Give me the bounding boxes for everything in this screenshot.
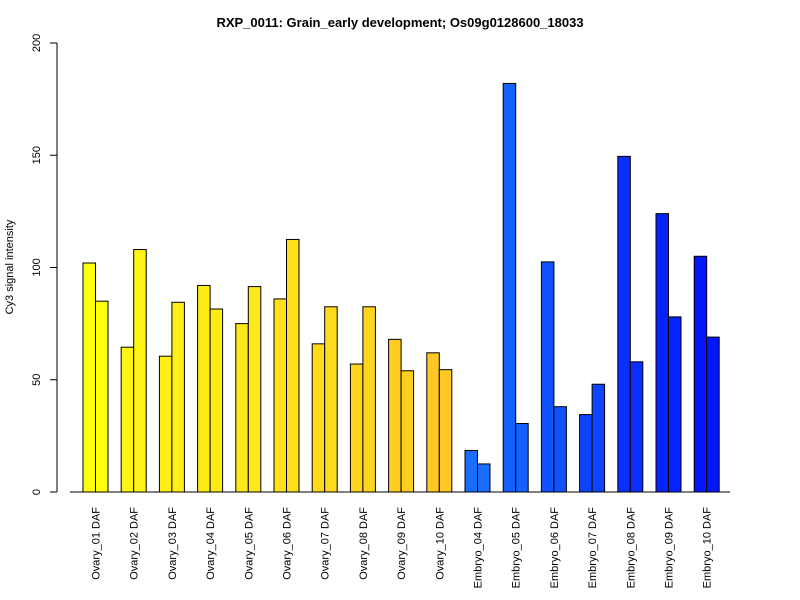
bar — [579, 414, 593, 493]
bar — [273, 298, 287, 493]
y-tick-label: 100 — [31, 258, 43, 276]
bar — [286, 238, 300, 493]
bar — [197, 284, 211, 493]
y-tick-label: 150 — [31, 146, 43, 164]
bar — [400, 370, 415, 493]
bar — [235, 323, 249, 493]
x-category-label: Ovary_10 DAF — [434, 507, 446, 580]
bar — [133, 249, 147, 493]
x-category-label: Ovary_03 DAF — [167, 507, 179, 580]
bar — [693, 255, 708, 493]
x-category-label: Embryo_05 DAF — [511, 507, 523, 589]
x-category-label: Ovary_04 DAF — [205, 507, 217, 580]
bar — [349, 363, 364, 493]
x-category-label: Embryo_06 DAF — [549, 507, 561, 589]
bar — [426, 352, 440, 493]
x-category-label: Embryo_07 DAF — [587, 507, 599, 589]
bar — [515, 423, 529, 493]
x-category-label: Embryo_10 DAF — [702, 507, 714, 589]
bar — [324, 306, 338, 493]
bar — [477, 463, 491, 493]
bar — [95, 300, 109, 493]
x-category-label: Ovary_08 DAF — [358, 507, 370, 580]
bar — [82, 262, 96, 493]
bar — [553, 406, 567, 493]
y-axis: 0 50 100 150 200 — [31, 34, 58, 495]
x-category-label: Ovary_06 DAF — [282, 507, 294, 580]
x-category-label: Ovary_07 DAF — [320, 507, 332, 580]
x-category-label: Ovary_09 DAF — [396, 507, 408, 580]
y-axis-label: Cy3 signal intensity — [4, 219, 16, 314]
bar — [438, 369, 453, 493]
bar — [388, 338, 402, 493]
x-category-label: Ovary_01 DAF — [91, 507, 103, 580]
x-category-label: Embryo_08 DAF — [625, 507, 637, 589]
bar — [464, 449, 478, 493]
category-labels: Ovary_01 DAF Ovary_02 DAF Ovary_03 DAF Ovar… — [91, 507, 714, 589]
bar — [629, 361, 644, 493]
x-category-label: Ovary_05 DAF — [243, 507, 255, 580]
bar — [668, 316, 682, 493]
bar — [617, 155, 631, 493]
bar — [540, 261, 555, 493]
x-category-label: Ovary_02 DAF — [129, 507, 141, 580]
bar — [247, 286, 262, 493]
bar — [655, 213, 669, 493]
bar — [158, 355, 173, 493]
bars — [82, 82, 720, 493]
bar — [706, 336, 720, 493]
bar — [362, 306, 376, 493]
bar — [171, 301, 185, 493]
bar — [120, 346, 135, 493]
bar — [311, 343, 326, 493]
bar — [502, 82, 517, 493]
chart-title: RXP_0011: Grain_early development; Os09g… — [216, 15, 583, 30]
x-category-label: Embryo_09 DAF — [664, 507, 676, 589]
x-category-label: Embryo_04 DAF — [473, 507, 485, 589]
y-tick-label: 50 — [31, 374, 43, 386]
y-tick-label: 0 — [31, 489, 43, 495]
y-tick-label: 200 — [31, 34, 43, 52]
bar — [591, 383, 606, 493]
bar — [209, 308, 224, 493]
